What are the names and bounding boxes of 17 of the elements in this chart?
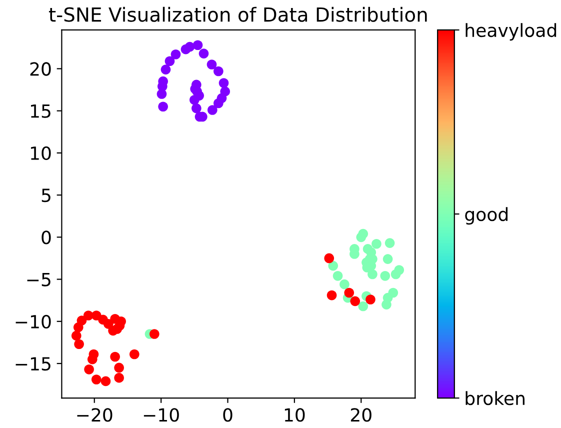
color-bar-label: good [465, 207, 508, 225]
y-tick-label: 5 [42, 188, 50, 202]
y-tick-label: 10 [30, 146, 51, 160]
chart-title: t-SNE Visualization of Data Distribution [48, 6, 427, 22]
color-bar-label: broken [466, 391, 524, 406]
color-bar-label: heavyload [466, 23, 556, 41]
x-tick-label: 10 [284, 408, 305, 422]
y-tick-label: −10 [16, 314, 51, 329]
x-tick-label: 0 [223, 408, 232, 422]
y-tick-label: −5 [27, 272, 50, 286]
y-tick-label: 15 [30, 104, 50, 118]
y-tick-label: 20 [30, 62, 51, 76]
y-tick-label: 0 [42, 230, 51, 244]
x-tick-label: −20 [77, 408, 112, 422]
x-tick-label: 20 [350, 408, 372, 422]
y-tick-label: −15 [16, 357, 50, 371]
x-tick-label: −10 [144, 408, 179, 422]
